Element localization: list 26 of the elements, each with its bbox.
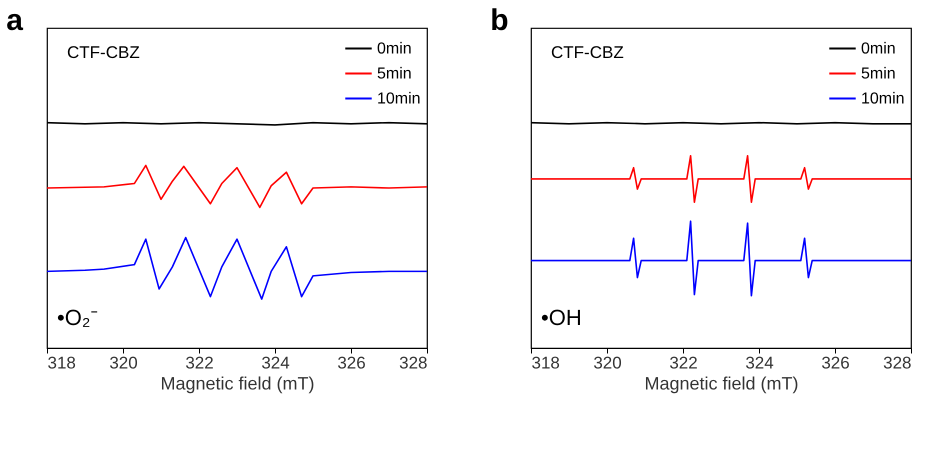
x-tick-label: 320 bbox=[109, 354, 138, 372]
x-tick-label: 318 bbox=[48, 354, 76, 372]
legend-label: 0min bbox=[377, 40, 412, 58]
x-tick-label: 320 bbox=[593, 354, 622, 372]
legend-label: 5min bbox=[861, 66, 896, 82]
legend-label: 10min bbox=[861, 90, 905, 108]
legend-label: 10min bbox=[377, 90, 421, 108]
chart-title: b bbox=[490, 4, 509, 37]
x-tick-label: 328 bbox=[883, 354, 912, 372]
x-tick-label: 324 bbox=[745, 354, 774, 372]
x-tick-label: 326 bbox=[337, 354, 366, 372]
x-tick-label: 324 bbox=[261, 354, 290, 372]
x-tick-label: 322 bbox=[669, 354, 698, 372]
x-tick-label: 322 bbox=[185, 354, 214, 372]
x-tick-label: 318 bbox=[532, 354, 560, 372]
x-tick-label: 326 bbox=[821, 354, 850, 372]
annotation: •O₂⁻ bbox=[57, 305, 98, 330]
legend-label: 5min bbox=[377, 66, 412, 82]
x-axis-title: Magnetic field (mT) bbox=[644, 374, 799, 394]
legend-label: 0min bbox=[861, 40, 896, 58]
text: CTF-CBZ bbox=[67, 43, 140, 62]
x-axis-title: Magnetic field (mT) bbox=[160, 374, 315, 394]
chart-title: a bbox=[6, 4, 24, 37]
text: CTF-CBZ bbox=[551, 43, 624, 62]
x-tick-label: 328 bbox=[399, 354, 428, 372]
annotation: •OH bbox=[541, 305, 582, 330]
